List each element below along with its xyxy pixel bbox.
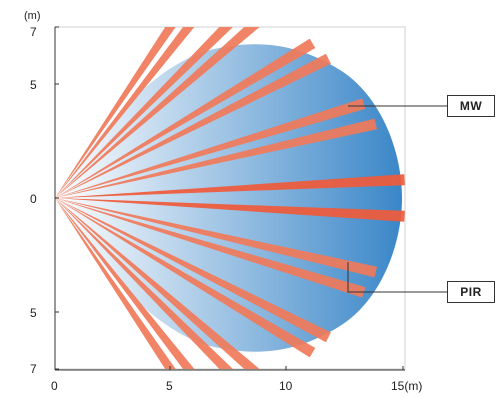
pir-beam xyxy=(55,198,366,298)
x-tick-label-5: 5 xyxy=(166,379,173,393)
y-tick-label-top-7: 7 xyxy=(30,25,37,39)
y-unit-label: (m) xyxy=(24,10,41,22)
pir-beam xyxy=(55,198,377,278)
pir-beam xyxy=(55,174,405,198)
pir-beam xyxy=(55,27,195,198)
pir-beam xyxy=(55,27,260,198)
pir-beam xyxy=(55,198,316,358)
pir-beam xyxy=(55,198,233,369)
y-tick-label-0: 0 xyxy=(30,192,37,206)
x-tick-label-15: 15(m) xyxy=(391,379,422,393)
pir-beams xyxy=(55,27,405,369)
pir-label-box: PIR xyxy=(447,281,495,303)
x-tick-label-0: 0 xyxy=(51,379,58,393)
pir-beam xyxy=(55,98,366,198)
y-tick-label-bottom-5: 5 xyxy=(30,306,37,320)
y-tick-label-top-5: 5 xyxy=(30,78,37,92)
pir-beam xyxy=(55,198,260,369)
pir-beam xyxy=(55,27,176,198)
pir-beam xyxy=(55,198,405,222)
pir-beam xyxy=(55,38,316,198)
y-tick-label-bottom-7: 7 xyxy=(30,362,37,376)
pir-beam xyxy=(55,53,331,198)
x-tick-label-10: 10 xyxy=(279,379,293,393)
pir-callout-line xyxy=(347,262,447,293)
pir-beam xyxy=(55,198,195,369)
mw-label-box: MW xyxy=(447,95,495,117)
pir-beam xyxy=(55,118,377,198)
pir-beam xyxy=(55,27,233,198)
pir-beam xyxy=(55,198,176,369)
pir-beam xyxy=(55,198,331,343)
